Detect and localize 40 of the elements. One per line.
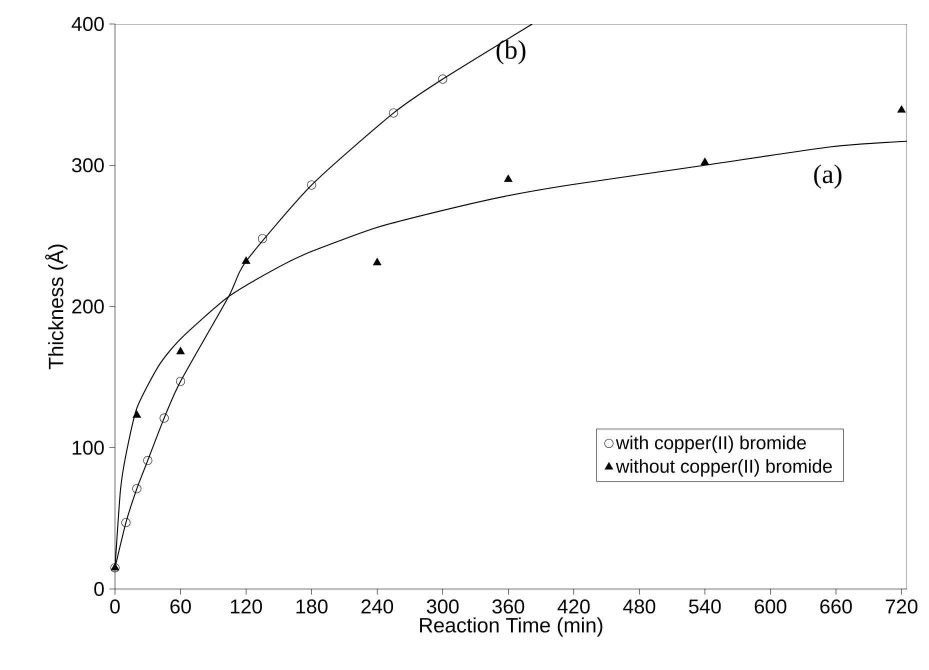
legend-label: without copper(II) bromide <box>616 459 832 477</box>
legend-label: with copper(II) bromide <box>616 436 806 454</box>
y-tick-label: 400 <box>72 16 104 32</box>
x-tick-label: 480 <box>623 599 656 614</box>
point <box>700 158 710 165</box>
point <box>258 234 268 244</box>
point <box>372 258 382 266</box>
annotation: (b) <box>496 40 526 64</box>
x-tick-label: 600 <box>754 599 786 614</box>
point <box>143 456 152 465</box>
x-tick-label: 60 <box>170 599 191 614</box>
point <box>389 108 398 118</box>
x-axis-title: Reaction Time (min) <box>420 617 602 637</box>
point <box>176 346 185 354</box>
point <box>242 256 250 264</box>
point <box>504 174 512 182</box>
point <box>897 105 906 113</box>
point <box>121 518 130 528</box>
y-tick-label: 0 <box>94 582 104 596</box>
y-tick-label: 100 <box>72 440 104 455</box>
point <box>438 74 448 84</box>
point <box>307 180 316 190</box>
x-tick-label: 540 <box>689 599 721 614</box>
x-tick-label: 660 <box>820 599 852 614</box>
point <box>160 414 169 423</box>
x-tick-label: 120 <box>230 599 262 614</box>
x-tick-label: 0 <box>110 599 120 614</box>
y-tick-label: 200 <box>72 299 104 314</box>
x-tick-label: 180 <box>296 599 328 614</box>
point <box>132 410 142 418</box>
y-tick-label: 300 <box>72 158 104 172</box>
annotation: (a) <box>814 164 842 189</box>
x-tick-label: 360 <box>492 599 524 614</box>
x-tick-label: 420 <box>558 599 590 614</box>
y-axis-title: Thickness (Å) <box>45 244 68 370</box>
x-tick-label: 300 <box>426 599 459 614</box>
point <box>176 376 186 386</box>
x-tick-label: 720 <box>886 599 918 614</box>
x-tick-label: 240 <box>362 599 394 614</box>
point <box>132 484 142 494</box>
